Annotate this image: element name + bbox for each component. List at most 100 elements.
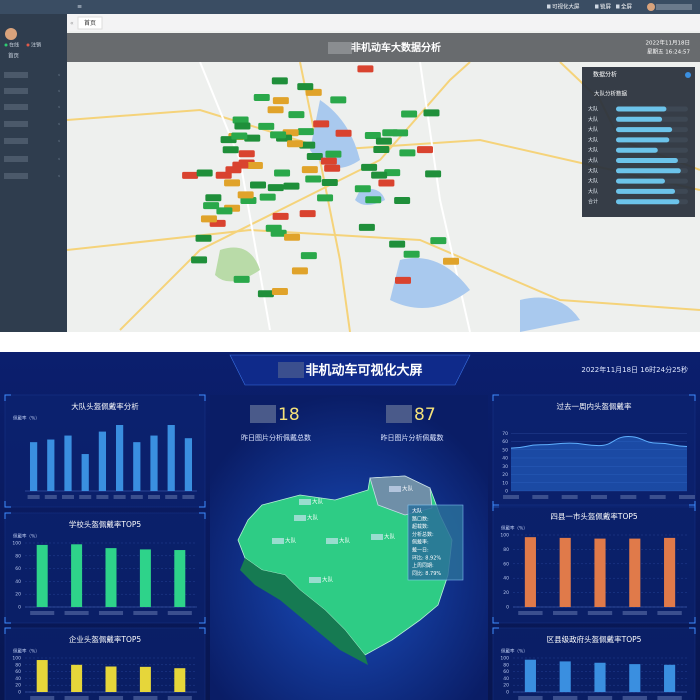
menu-item-blur[interactable] [4,104,28,110]
map-marker[interactable] [257,290,274,298]
map-marker[interactable] [240,197,257,205]
map-marker[interactable] [286,140,303,148]
map-marker[interactable] [234,122,251,130]
map-marker[interactable] [299,141,316,149]
map-marker[interactable] [392,129,409,137]
map-marker[interactable] [271,77,288,85]
map-marker[interactable] [267,106,284,114]
menu-item-blur[interactable] [4,72,28,78]
map-marker[interactable] [203,202,220,210]
topbar-link[interactable]: 全屏 [621,3,633,11]
map-marker[interactable] [394,196,411,204]
map-marker[interactable] [270,131,287,139]
map-marker[interactable] [375,137,392,145]
map-marker[interactable] [232,116,249,124]
map-marker[interactable] [271,288,288,296]
map-marker[interactable] [306,152,323,160]
topbar-link[interactable]: 可视化大屏 [552,3,580,11]
map-marker[interactable] [416,146,433,154]
tab[interactable] [77,16,103,30]
map-marker[interactable] [237,191,254,199]
map-marker[interactable] [320,157,337,165]
map-marker[interactable] [358,223,375,231]
map-marker[interactable] [299,210,316,218]
panel-icon[interactable] [685,72,691,78]
map-marker[interactable] [215,171,232,179]
map-marker[interactable] [272,212,289,220]
map-marker[interactable] [403,250,420,258]
map-marker[interactable] [222,146,239,154]
tab-label[interactable]: 首页 [84,19,96,27]
map-marker[interactable] [205,194,222,202]
map-marker[interactable] [423,109,440,117]
map-marker[interactable] [265,224,282,232]
map-marker[interactable] [325,150,342,158]
map-marker[interactable] [399,149,416,157]
map-marker[interactable] [354,185,371,193]
map-marker[interactable] [384,169,401,177]
map-marker[interactable] [361,163,378,171]
map-marker[interactable] [297,83,314,91]
map-marker[interactable] [216,207,233,215]
menu-item-blur[interactable] [4,88,28,94]
map-marker[interactable] [317,194,334,202]
map-marker[interactable] [401,110,418,118]
map-marker[interactable] [274,169,291,177]
map-marker[interactable] [284,233,301,241]
map-marker[interactable] [365,196,382,204]
menu-item-blur[interactable] [4,173,28,179]
map-marker[interactable] [305,88,322,96]
map-marker[interactable] [225,166,242,174]
map-marker[interactable] [443,257,460,265]
map-marker[interactable] [330,96,347,104]
status-link[interactable]: 注销 [31,42,41,49]
map-label[interactable]: 大队 [402,485,414,493]
map-marker[interactable] [297,128,314,136]
map-marker[interactable] [244,134,261,142]
map-label[interactable]: 大队 [307,514,319,522]
menu-item-blur[interactable] [4,156,28,162]
map-marker[interactable] [324,164,341,172]
map-marker[interactable] [313,120,330,128]
menu-item-blur[interactable] [4,138,28,144]
map-marker[interactable] [195,234,212,242]
map-marker[interactable] [301,166,318,174]
map-label[interactable]: 大队 [312,498,324,506]
map-marker[interactable] [371,171,388,179]
map-marker[interactable] [191,256,208,264]
topbar-icon[interactable] [547,4,551,9]
map-marker[interactable] [182,171,199,179]
map-marker[interactable] [335,129,352,137]
menu-item-blur[interactable] [4,121,28,127]
map-marker[interactable] [231,132,248,140]
map-marker[interactable] [291,267,308,275]
map-marker[interactable] [357,65,374,73]
map-marker[interactable] [246,162,263,170]
map-marker[interactable] [305,175,322,183]
map-marker[interactable] [233,275,250,283]
topbar-link[interactable]: 锁屏 [600,3,612,11]
map-marker[interactable] [238,150,255,158]
map-marker[interactable] [430,237,447,245]
map-marker[interactable] [364,132,381,140]
map-marker[interactable] [378,179,395,187]
topbar-icon[interactable] [595,4,599,9]
menu-toggle[interactable]: ≡ [77,4,82,11]
map-marker[interactable] [258,122,275,130]
tab-arrow[interactable]: « [70,20,74,27]
menu-item[interactable]: 首页 [8,52,20,60]
map-region[interactable] [237,475,453,656]
map-marker[interactable] [288,111,305,119]
map-marker[interactable] [250,181,267,189]
map-marker[interactable] [200,215,217,223]
map-marker[interactable] [394,276,411,284]
map-marker[interactable] [272,97,289,105]
map-label[interactable]: 大队 [285,537,297,545]
map-marker[interactable] [267,184,284,192]
status-link[interactable]: 在线 [9,42,19,49]
map-label[interactable]: 大队 [339,537,351,545]
map-marker[interactable] [300,252,317,260]
map-marker[interactable] [425,170,442,178]
map-marker[interactable] [259,193,276,201]
map-marker[interactable] [253,93,270,101]
